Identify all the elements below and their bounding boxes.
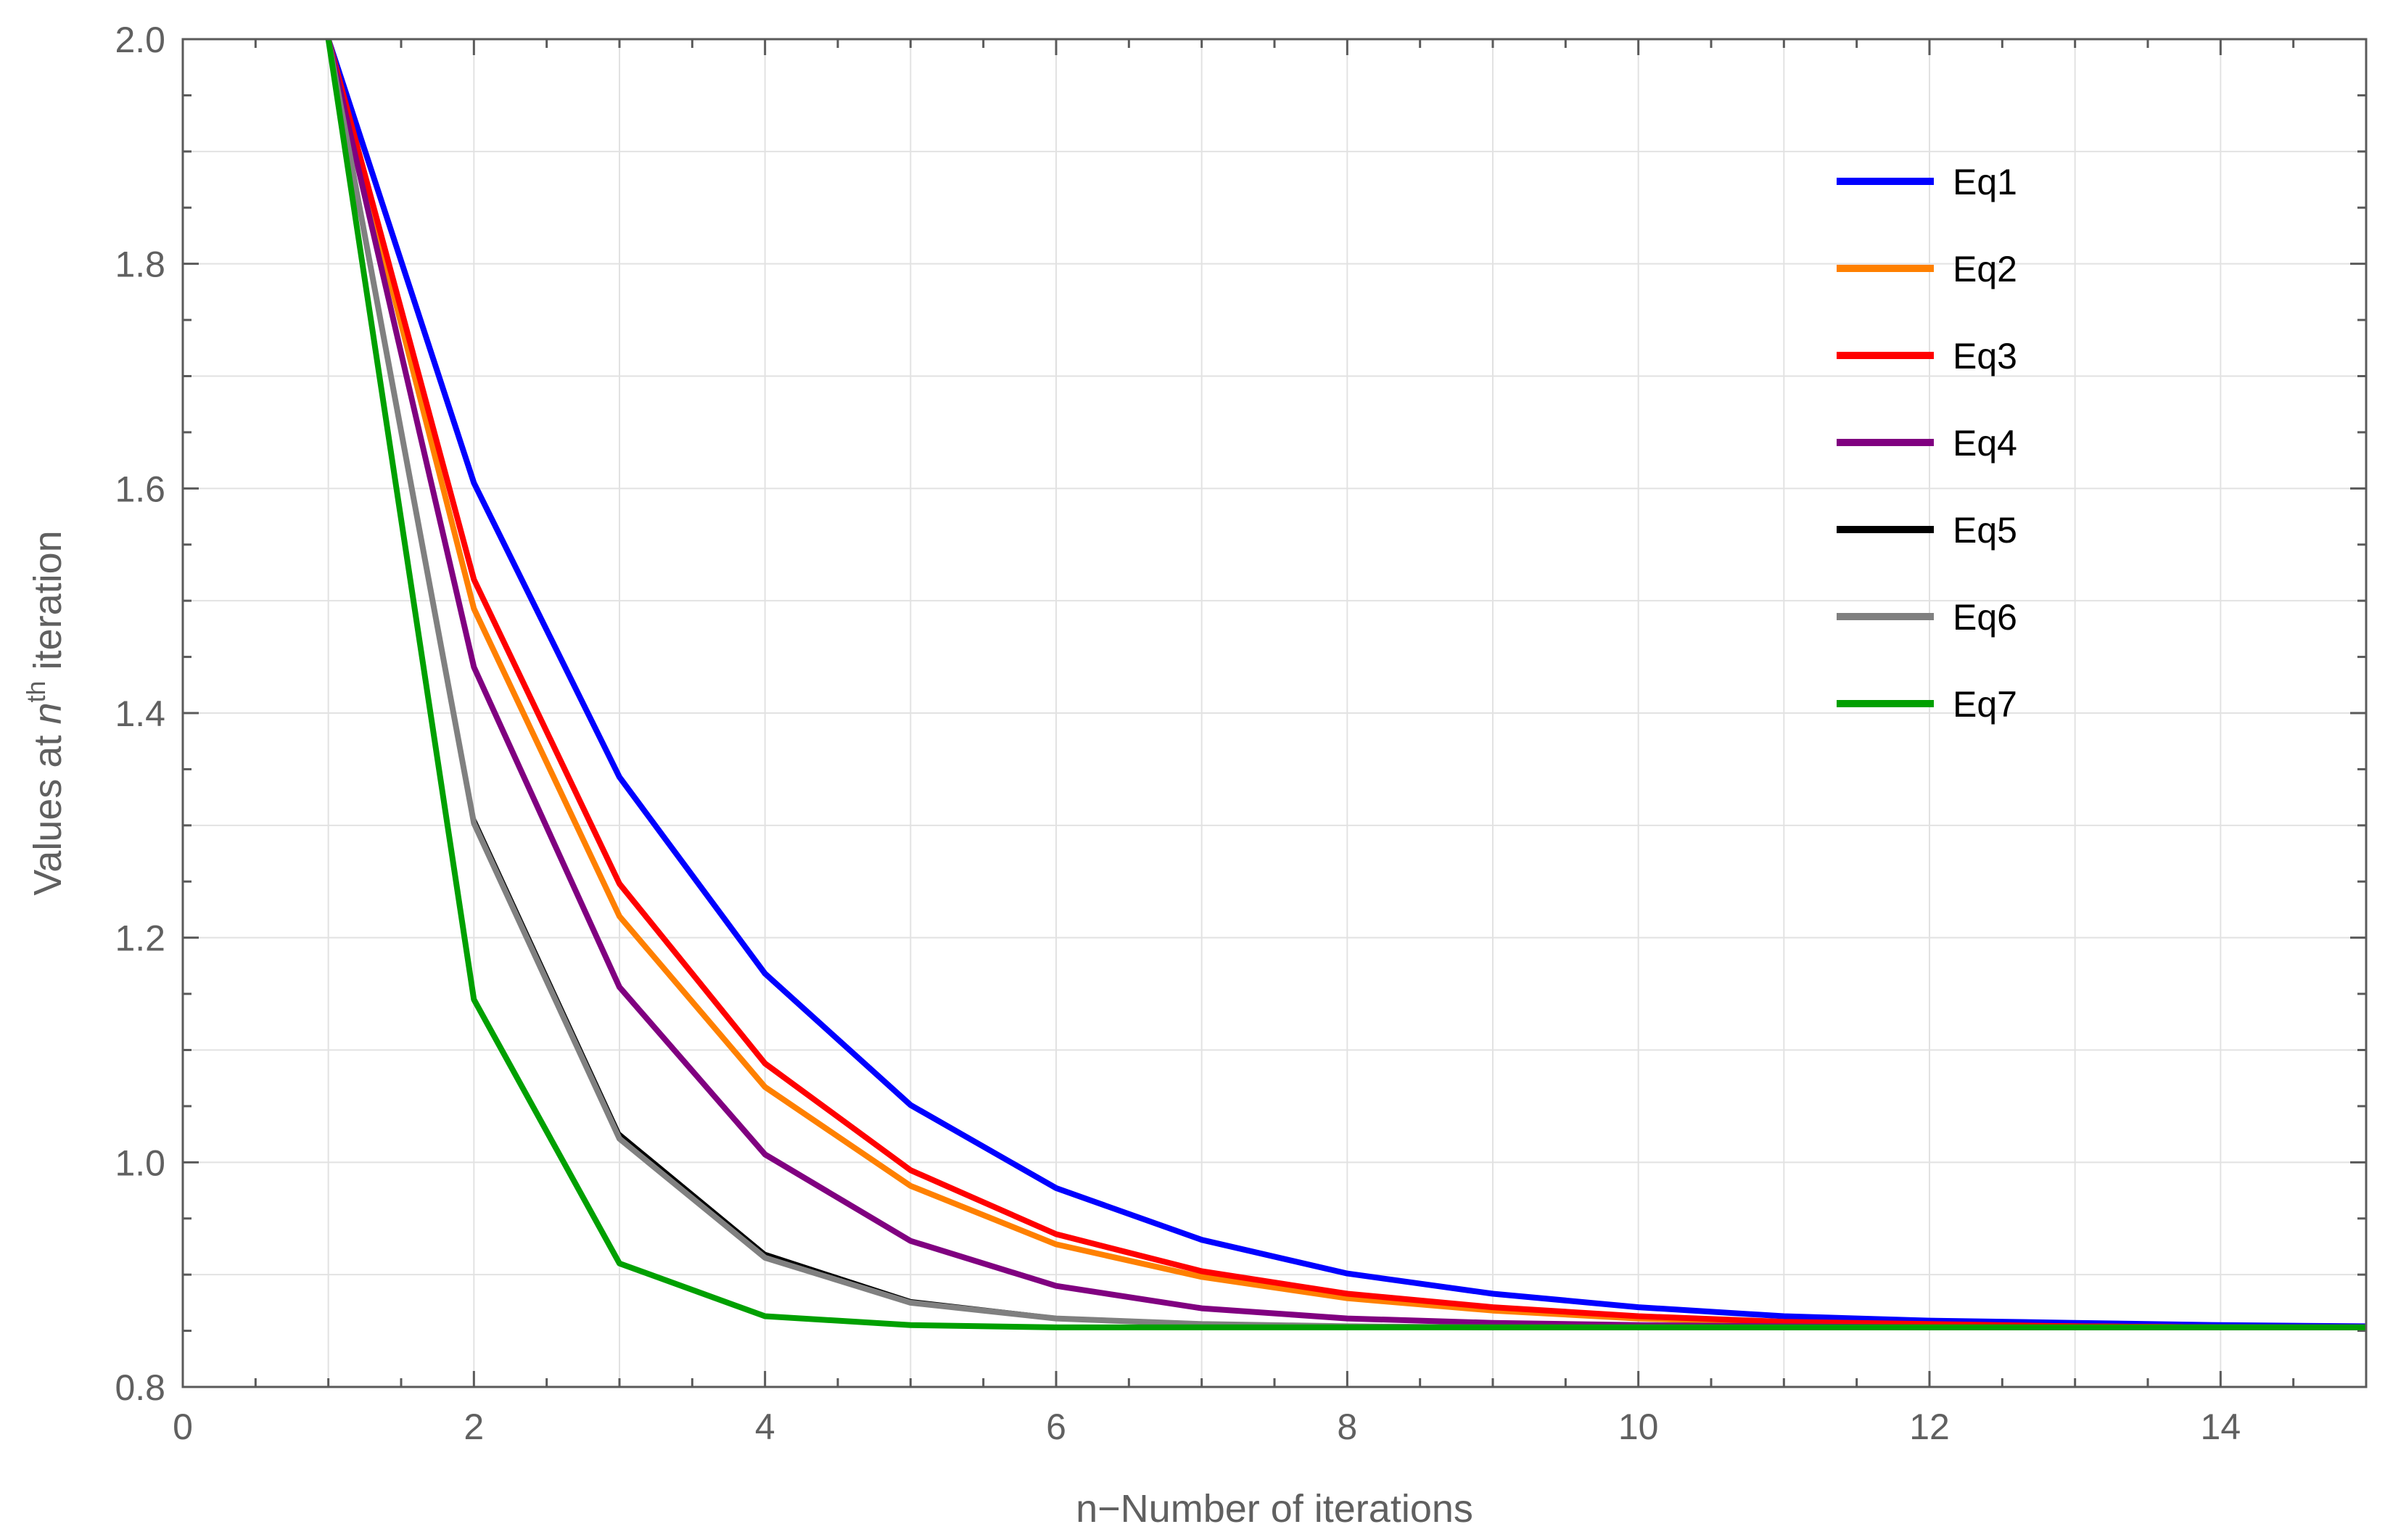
legend: Eq1 Eq2 Eq3 Eq4 Eq5 Eq6 Eq7 — [1837, 162, 2017, 725]
x-tick-label: 0 — [173, 1407, 193, 1447]
legend-label-eq6: Eq6 — [1953, 597, 2017, 638]
legend-label-eq3: Eq3 — [1953, 336, 2017, 376]
legend-label-eq5: Eq5 — [1953, 510, 2017, 551]
y-axis-title-prefix: Values at — [26, 725, 70, 896]
legend-label-eq2: Eq2 — [1953, 249, 2017, 289]
series-line-eq1 — [325, 38, 2367, 1330]
x-tick-label: 8 — [1337, 1407, 1357, 1447]
x-tick-label: 12 — [1909, 1407, 1950, 1447]
axis-ticks — [181, 38, 2368, 1388]
series-lines — [325, 38, 2367, 1330]
y-tick-label: 0.8 — [115, 1367, 165, 1408]
y-tick-label: 1.8 — [115, 244, 165, 285]
y-axis-title-superscript: th — [21, 680, 51, 702]
y-tick-label: 1.0 — [115, 1142, 165, 1183]
legend-label-eq4: Eq4 — [1953, 423, 2017, 464]
y-tick-label: 1.2 — [115, 918, 165, 959]
x-tick-label: 4 — [755, 1407, 775, 1447]
tick-labels: 0 2 4 6 8 10 12 14 0.8 1.0 1.2 1.4 1.6 1.8 2.0 — [115, 20, 2241, 1447]
x-axis-title: n−Number of iterations — [1076, 1487, 1473, 1531]
series-line-eq7 — [325, 38, 2366, 1330]
y-tick-label: 2.0 — [115, 20, 165, 60]
y-axis-title-suffix: iteration — [26, 530, 70, 680]
x-tick-label: 2 — [464, 1407, 484, 1447]
legend-label-eq7: Eq7 — [1953, 684, 2017, 725]
x-tick-label: 14 — [2201, 1407, 2241, 1447]
x-tick-label: 10 — [1618, 1407, 1659, 1447]
legend-label-eq1: Eq1 — [1953, 162, 2017, 202]
y-axis-title-var: n — [26, 702, 70, 724]
y-tick-label: 1.6 — [115, 469, 165, 509]
y-axis-title: Values at nth iteration — [21, 530, 70, 895]
y-tick-label: 1.4 — [115, 693, 165, 734]
plot-frame — [181, 38, 2368, 1388]
grid-lines — [183, 39, 2366, 1387]
x-tick-label: 6 — [1046, 1407, 1066, 1447]
